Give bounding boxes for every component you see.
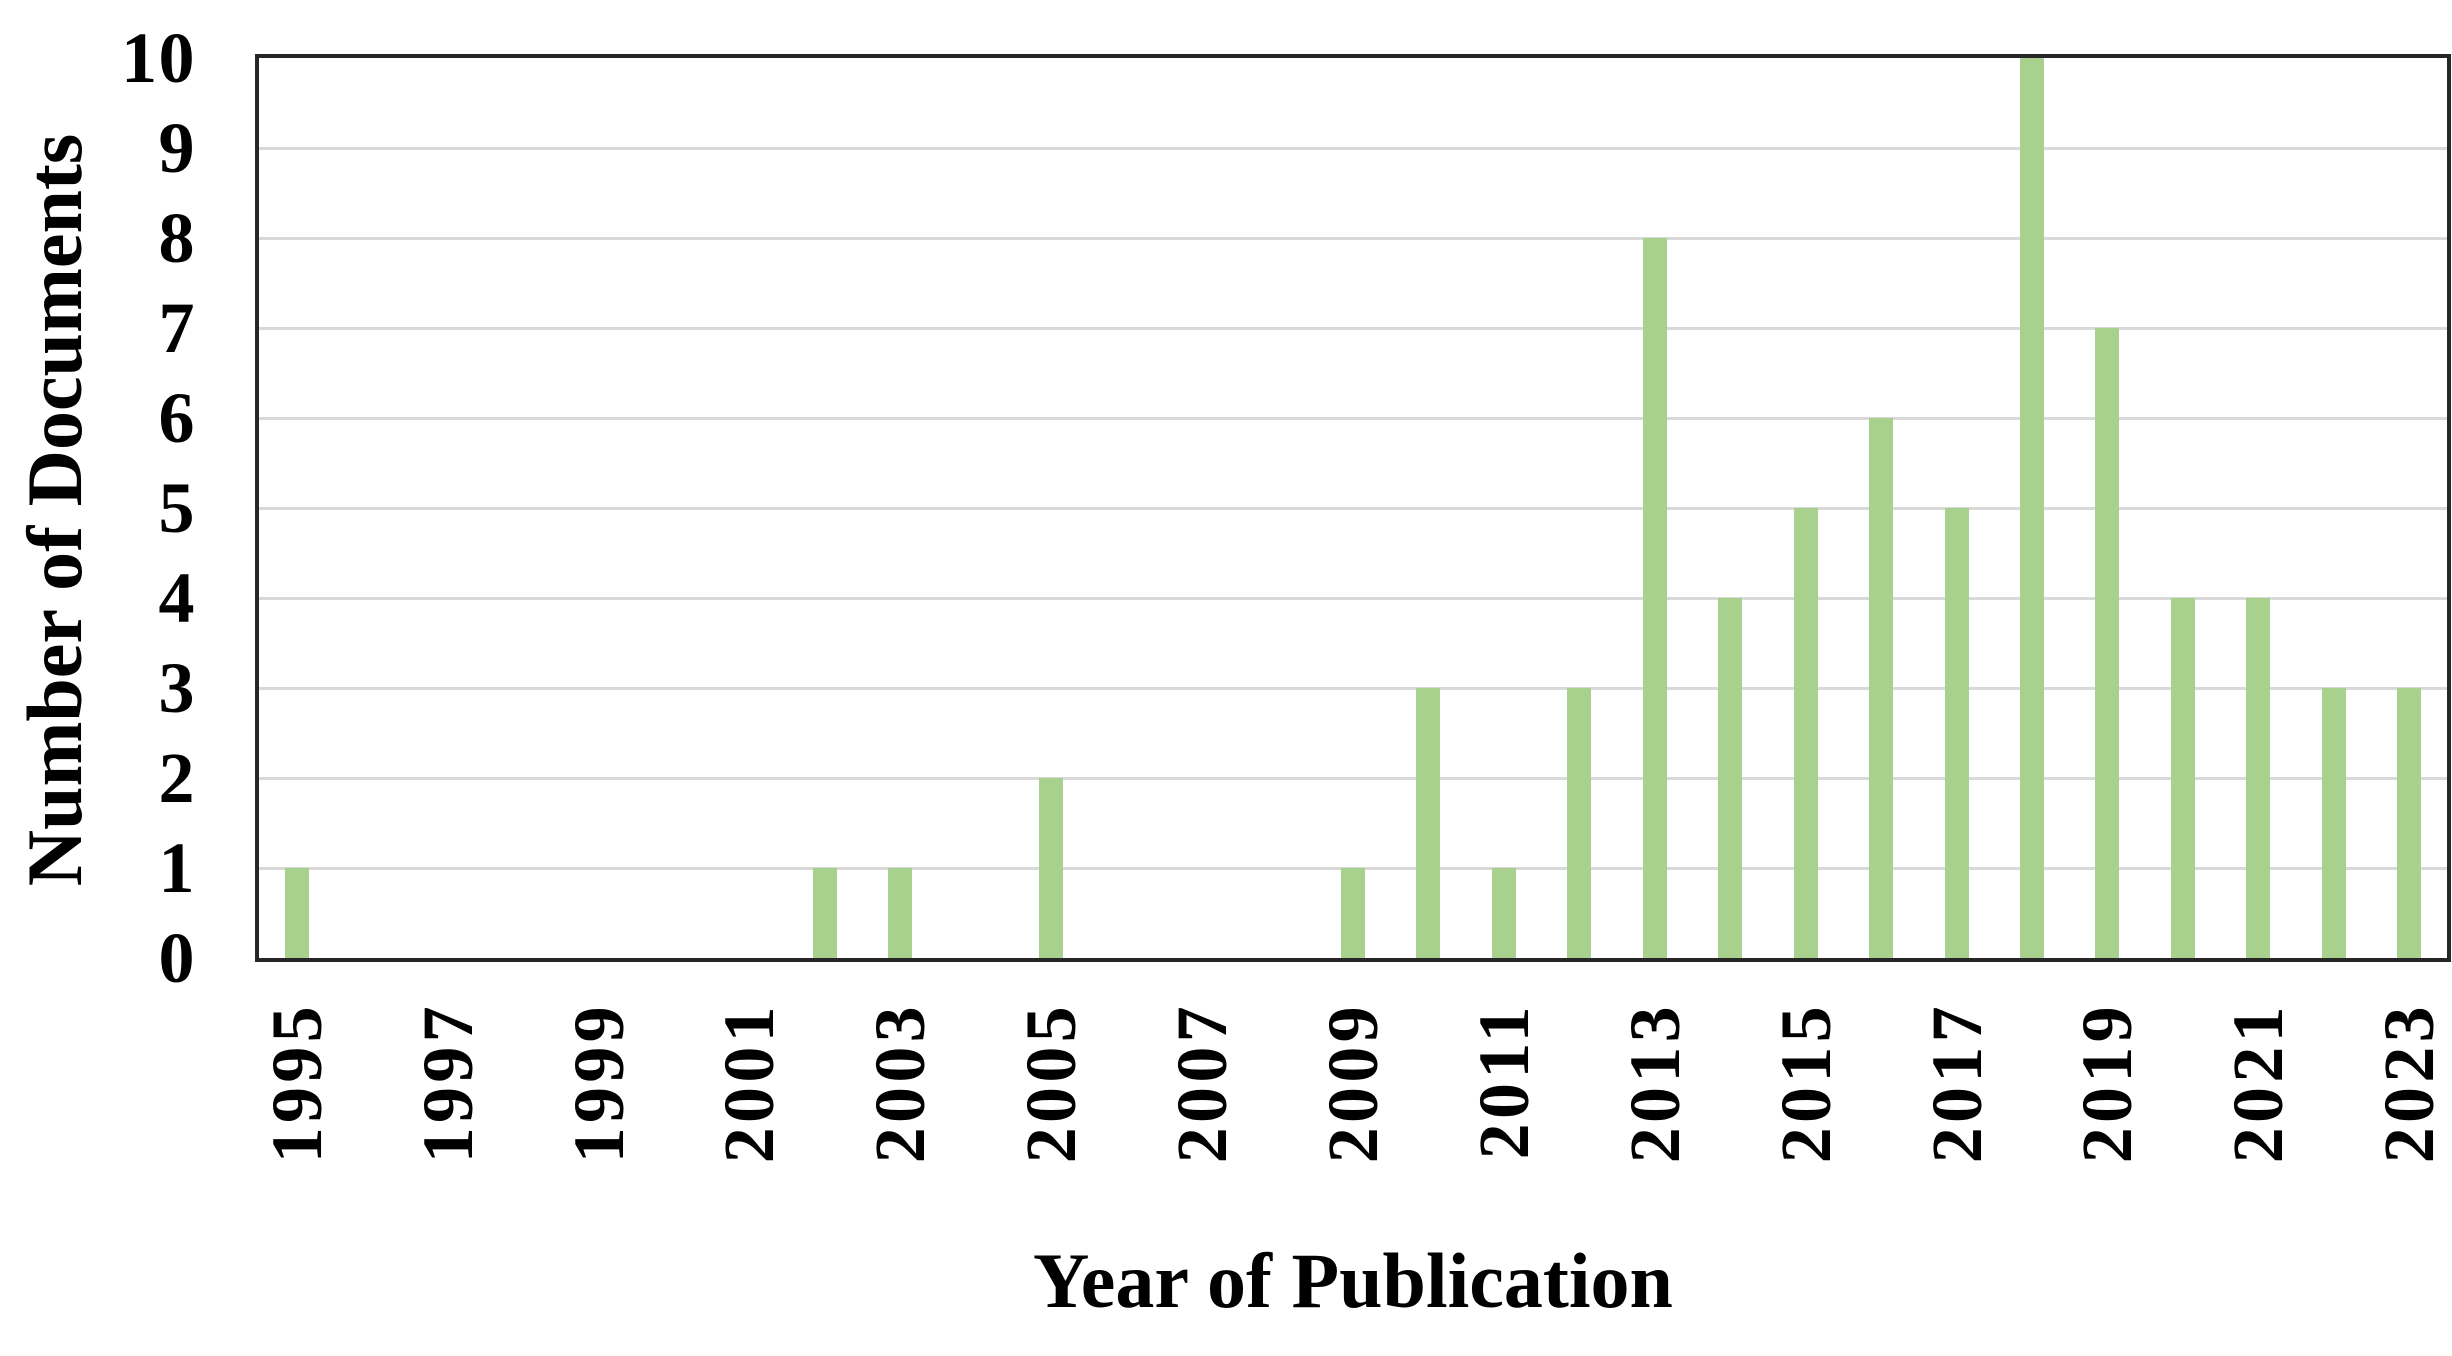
x-axis-title: Year of Publication <box>1033 1237 1673 1324</box>
y-tick-label: 9 <box>158 108 196 188</box>
y-tick-label: 8 <box>158 198 196 278</box>
bar-2003 <box>888 868 913 958</box>
bar-2012 <box>1567 688 1592 958</box>
bar-2021 <box>2246 598 2271 958</box>
x-tick-label: 2011 <box>1463 1002 1544 1160</box>
bar-2013 <box>1642 238 1667 958</box>
bar-1995 <box>284 868 309 958</box>
x-tick-label: 1999 <box>558 1002 639 1164</box>
x-tick-label: 2015 <box>1765 1002 1846 1164</box>
y-tick-label: 1 <box>158 828 196 908</box>
bar-2009 <box>1341 868 1365 958</box>
bar-2005 <box>1039 778 1064 958</box>
gridline <box>259 417 2447 420</box>
bar-2017 <box>1944 508 1969 958</box>
bar-2016 <box>1869 418 1894 958</box>
y-tick-label: 6 <box>158 378 196 458</box>
y-tick-label: 3 <box>158 648 196 728</box>
gridline <box>259 507 2447 510</box>
x-tick-label: 2023 <box>2369 1002 2450 1164</box>
y-tick-label: 5 <box>158 468 196 548</box>
gridline <box>259 597 2447 600</box>
x-tick-label: 1995 <box>256 1002 337 1164</box>
y-tick-label: 10 <box>121 18 196 98</box>
y-tick-label: 0 <box>158 918 196 998</box>
gridline <box>259 237 2447 240</box>
x-tick-label: 2001 <box>709 1002 790 1164</box>
bar-2023 <box>2397 688 2422 958</box>
gridline <box>259 147 2447 150</box>
bar-2019 <box>2095 328 2120 958</box>
x-tick-label: 2007 <box>1162 1002 1243 1164</box>
x-tick-label: 2009 <box>1313 1002 1393 1164</box>
x-tick-label: 2003 <box>860 1002 941 1164</box>
plot-area <box>255 54 2451 962</box>
bar-2018 <box>2020 58 2045 958</box>
bar-2011 <box>1491 868 1516 958</box>
gridline <box>259 777 2447 780</box>
bar-2014 <box>1718 598 1743 958</box>
bar-2015 <box>1793 508 1818 958</box>
y-tick-label: 7 <box>158 288 196 368</box>
gridline <box>259 687 2447 690</box>
bar-2022 <box>2321 688 2346 958</box>
y-tick-label: 4 <box>158 558 196 638</box>
x-tick-label: 2017 <box>1916 1002 1997 1164</box>
x-tick-label: 2019 <box>2067 1002 2148 1164</box>
bar-2020 <box>2170 598 2195 958</box>
bar-2002 <box>812 868 837 958</box>
bar-2010 <box>1416 688 1441 958</box>
x-tick-label: 2013 <box>1614 1002 1695 1164</box>
y-tick-label: 2 <box>158 738 196 818</box>
x-tick-label: 1997 <box>407 1002 488 1164</box>
x-tick-label: 2005 <box>1011 1002 1092 1164</box>
x-tick-label: 2021 <box>2218 1002 2299 1164</box>
gridline <box>259 327 2447 330</box>
